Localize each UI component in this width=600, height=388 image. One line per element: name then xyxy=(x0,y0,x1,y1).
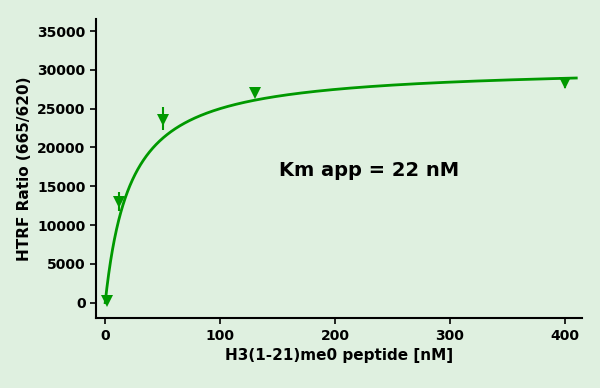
Y-axis label: HTRF Ratio (665/620): HTRF Ratio (665/620) xyxy=(17,76,32,261)
X-axis label: H3(1-21)me0 peptide [nM]: H3(1-21)me0 peptide [nM] xyxy=(225,348,453,363)
Text: Km app = 22 nM: Km app = 22 nM xyxy=(280,161,460,180)
